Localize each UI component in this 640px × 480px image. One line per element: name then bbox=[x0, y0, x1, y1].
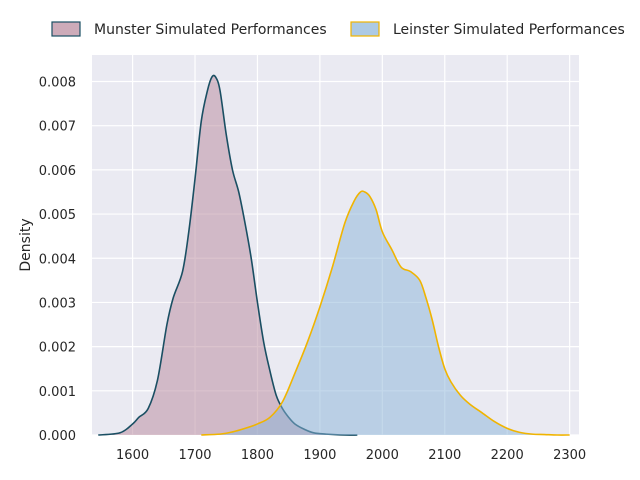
y-axis-label: Density bbox=[18, 218, 34, 271]
x-tick-label: 1700 bbox=[178, 448, 211, 463]
x-tick-label: 1900 bbox=[303, 448, 336, 463]
x-tick-label: 2100 bbox=[428, 448, 461, 463]
x-tick-label: 2200 bbox=[491, 448, 524, 463]
y-tick-label: 0.001 bbox=[39, 385, 76, 400]
density-area-munster bbox=[98, 75, 358, 436]
density-line-leinster bbox=[201, 190, 570, 436]
density-areas bbox=[98, 74, 570, 436]
y-axis-ticks: 0.000 0.001 0.002 0.003 0.004 0.005 0.006 0.007… bbox=[39, 76, 76, 444]
legend-label-munster: Munster Simulated Performances bbox=[94, 22, 327, 38]
y-tick-label: 0.007 bbox=[39, 120, 76, 135]
x-axis-ticks: 1600 1700 1800 1900 2000 2100 2200 2300 bbox=[116, 448, 586, 463]
y-tick-label: 0.003 bbox=[39, 296, 76, 311]
x-tick-label: 1800 bbox=[241, 448, 274, 463]
x-tick-label: 1600 bbox=[116, 448, 149, 463]
x-tick-label: 2000 bbox=[366, 448, 399, 463]
y-tick-label: 0.000 bbox=[39, 429, 76, 444]
y-tick-label: 0.006 bbox=[39, 164, 76, 179]
x-tick-label: 2300 bbox=[553, 448, 586, 463]
legend: Munster Simulated Performances Leinster … bbox=[51, 21, 625, 38]
legend-swatch-leinster bbox=[350, 21, 380, 37]
legend-swatch-munster bbox=[51, 21, 81, 37]
y-tick-label: 0.005 bbox=[39, 208, 76, 223]
density-area-leinster bbox=[201, 191, 570, 436]
legend-label-leinster: Leinster Simulated Performances bbox=[393, 22, 625, 38]
y-tick-label: 0.004 bbox=[39, 252, 76, 267]
y-tick-label: 0.008 bbox=[39, 76, 76, 91]
y-tick-label: 0.002 bbox=[39, 341, 76, 356]
